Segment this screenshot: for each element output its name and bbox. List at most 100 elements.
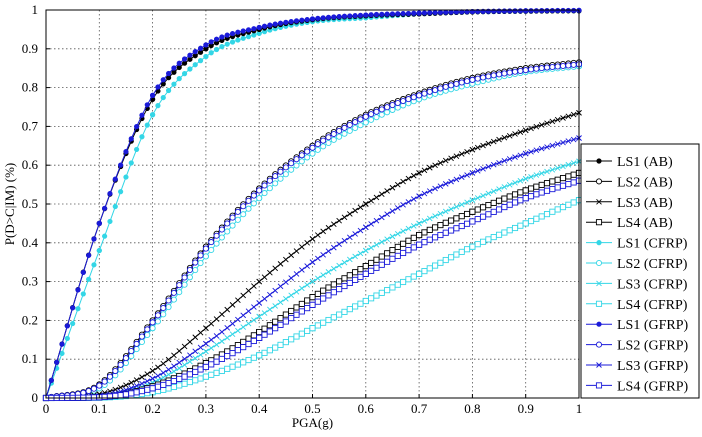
data-point bbox=[128, 160, 134, 166]
data-point bbox=[394, 243, 401, 250]
data-point bbox=[421, 218, 428, 224]
data-point bbox=[293, 271, 300, 277]
data-point bbox=[283, 19, 289, 25]
data-point bbox=[240, 338, 247, 345]
data-point bbox=[144, 331, 151, 338]
data-point bbox=[490, 138, 497, 145]
data-point bbox=[394, 281, 401, 288]
data-point bbox=[501, 229, 508, 236]
data-point bbox=[533, 172, 540, 178]
data-point bbox=[394, 181, 401, 188]
data-point bbox=[213, 333, 220, 339]
data-point bbox=[517, 152, 524, 159]
data-point bbox=[426, 236, 433, 243]
data-point bbox=[208, 371, 215, 378]
data-point bbox=[240, 324, 247, 330]
legend-label: LS4 (AB) bbox=[617, 216, 673, 231]
data-point bbox=[538, 65, 545, 72]
data-point bbox=[517, 197, 524, 204]
data-point bbox=[165, 356, 172, 363]
data-point bbox=[118, 189, 124, 195]
data-point bbox=[501, 70, 508, 77]
data-point bbox=[304, 282, 310, 288]
data-point bbox=[138, 338, 145, 346]
data-point bbox=[138, 388, 145, 395]
data-point bbox=[251, 26, 257, 32]
data-point bbox=[501, 195, 508, 202]
data-point bbox=[240, 344, 247, 351]
data-point bbox=[346, 121, 353, 128]
data-point bbox=[203, 340, 209, 347]
data-point bbox=[480, 142, 486, 149]
data-point bbox=[506, 182, 513, 188]
data-point bbox=[144, 371, 151, 377]
data-point bbox=[341, 130, 348, 137]
data-point bbox=[560, 115, 566, 121]
data-point bbox=[139, 380, 145, 387]
data-point bbox=[432, 262, 439, 269]
data-point bbox=[352, 303, 359, 310]
data-point bbox=[346, 234, 353, 241]
data-point bbox=[400, 97, 407, 105]
data-point bbox=[405, 276, 412, 283]
legend-item: LS1 (CFRP) bbox=[586, 237, 688, 252]
data-point bbox=[330, 136, 337, 143]
data-point bbox=[261, 274, 268, 280]
data-point bbox=[229, 214, 236, 221]
data-point bbox=[410, 172, 417, 179]
data-point bbox=[288, 18, 294, 25]
data-point bbox=[432, 87, 439, 94]
data-point bbox=[128, 385, 135, 391]
data-point bbox=[272, 318, 279, 325]
data-point bbox=[528, 8, 534, 14]
data-point bbox=[245, 27, 252, 33]
legend-marker bbox=[595, 341, 603, 348]
data-point bbox=[416, 270, 423, 277]
data-point bbox=[102, 205, 108, 211]
data-point bbox=[315, 232, 321, 238]
data-point bbox=[570, 179, 577, 186]
y-tick-label: 0.2 bbox=[22, 312, 38, 327]
data-point bbox=[197, 45, 204, 51]
data-point bbox=[250, 337, 257, 345]
data-point bbox=[336, 127, 343, 134]
x-axis-title: PGA(g) bbox=[292, 415, 333, 430]
data-point bbox=[272, 287, 279, 294]
data-point bbox=[176, 76, 182, 82]
data-point bbox=[522, 195, 529, 202]
data-point bbox=[490, 208, 497, 215]
data-point bbox=[202, 253, 209, 260]
ticks: 0 0.1 0.2 0.3 0.4 0.5 0.6 0.7 0.8 0.9 1 0 0.1 0.2 0.3 0… bbox=[22, 2, 583, 416]
data-point bbox=[144, 102, 150, 108]
data-point bbox=[512, 131, 518, 137]
data-point bbox=[480, 238, 487, 245]
data-point bbox=[261, 310, 268, 316]
data-point bbox=[320, 287, 327, 294]
data-point bbox=[411, 10, 417, 16]
data-point bbox=[469, 76, 476, 83]
data-point bbox=[378, 191, 385, 197]
data-point bbox=[165, 87, 172, 94]
data-point bbox=[469, 146, 476, 153]
data-point bbox=[474, 241, 481, 248]
data-point bbox=[277, 341, 284, 348]
data-point bbox=[181, 274, 188, 281]
data-point bbox=[346, 211, 353, 217]
data-point bbox=[362, 270, 369, 277]
data-point bbox=[208, 320, 215, 327]
data-point bbox=[304, 240, 310, 246]
data-point bbox=[501, 8, 507, 14]
legend-marker bbox=[596, 198, 602, 205]
data-point bbox=[511, 224, 519, 232]
data-point bbox=[202, 373, 209, 380]
data-point bbox=[538, 145, 545, 152]
data-point bbox=[154, 318, 161, 325]
data-point bbox=[304, 297, 311, 304]
data-point bbox=[213, 341, 220, 348]
data-point bbox=[437, 9, 444, 16]
legend-marker bbox=[596, 321, 602, 327]
data-point bbox=[123, 382, 129, 389]
data-point bbox=[458, 222, 465, 230]
data-point bbox=[240, 292, 247, 299]
